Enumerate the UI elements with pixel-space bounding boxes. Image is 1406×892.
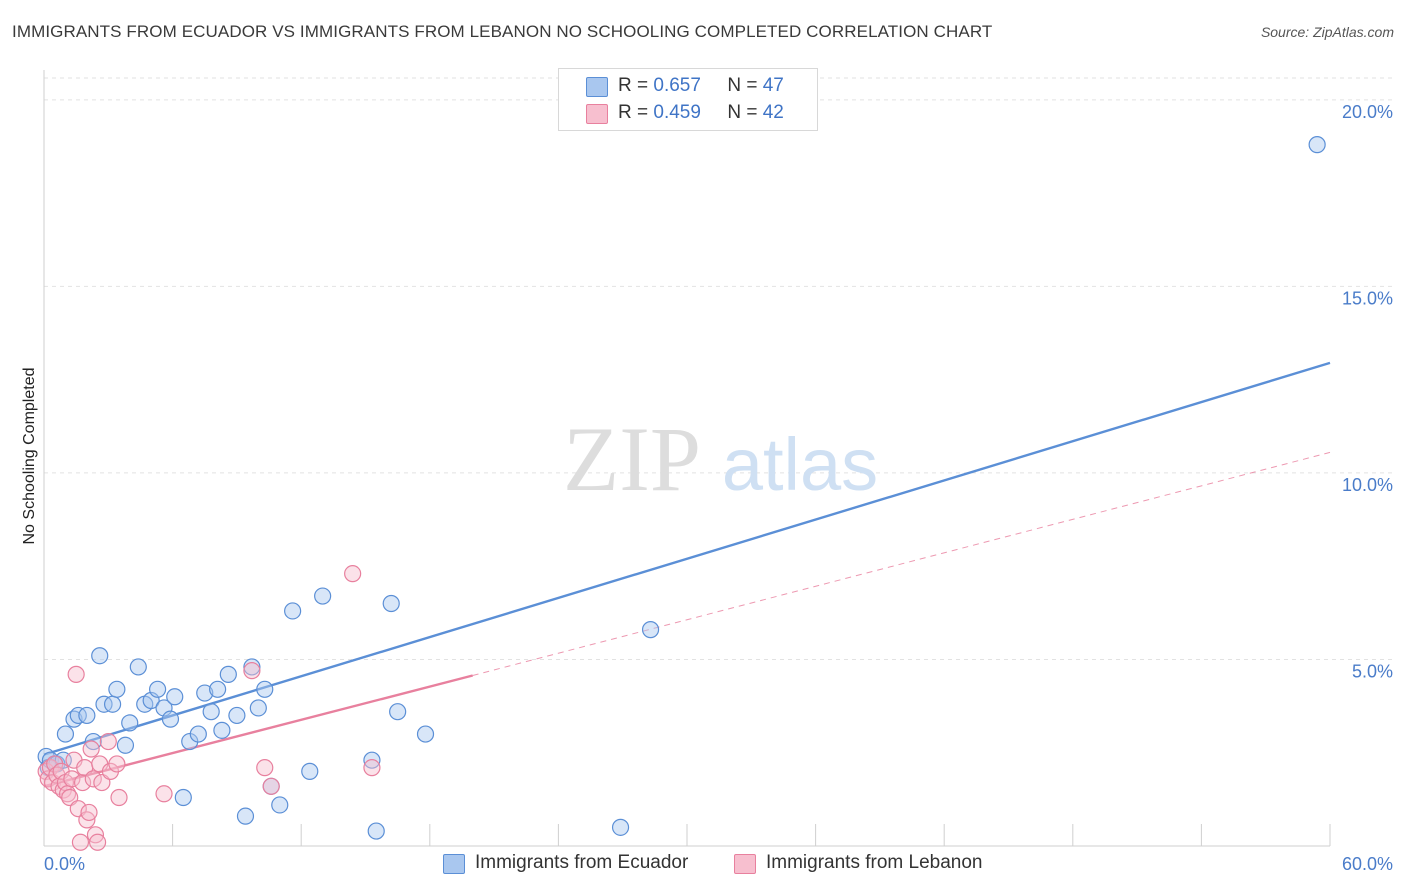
y-tick-label: 15.0%	[1342, 288, 1393, 308]
point-ecuador	[301, 762, 319, 780]
point-lebanon	[88, 833, 107, 851]
point-ecuador	[91, 647, 109, 665]
trendline-lebanon	[43, 674, 473, 788]
data-points	[37, 136, 1326, 851]
legend-r-value-lebanon: 0.459	[653, 102, 701, 123]
source-label: Source: ZipAtlas.com	[1260, 24, 1394, 40]
series-label-ecuador: Immigrants from Ecuador	[475, 852, 689, 873]
legend-r-label: R =	[618, 75, 649, 96]
point-ecuador	[228, 706, 246, 725]
point-ecuador	[256, 680, 274, 698]
point-ecuador	[189, 725, 207, 743]
point-ecuador	[56, 725, 75, 743]
point-ecuador	[213, 721, 231, 739]
point-lebanon	[155, 785, 173, 803]
point-lebanon	[82, 740, 100, 758]
gridlines	[44, 77, 1392, 660]
point-ecuador	[243, 658, 261, 676]
point-lebanon	[344, 565, 362, 583]
trendlines	[43, 361, 1331, 788]
y-tick-label: 20.0%	[1342, 102, 1393, 122]
point-ecuador	[148, 680, 167, 698]
series-swatch-lebanon	[734, 854, 756, 874]
legend-swatch-ecuador	[586, 77, 608, 97]
legend-r-label: R =	[618, 102, 649, 123]
series-swatch-ecuador	[443, 854, 465, 874]
point-ecuador	[129, 658, 147, 676]
legend-n-label: N =	[727, 102, 758, 123]
x-tick-label: 60.0%	[1342, 854, 1393, 874]
point-lebanon	[84, 770, 102, 788]
point-ecuador	[641, 621, 660, 639]
point-ecuador	[314, 587, 332, 605]
legend-r-value-ecuador: 0.657	[653, 75, 701, 96]
point-ecuador	[121, 714, 139, 732]
x-tick-label: 0.0%	[44, 854, 85, 874]
series-lebanon-points	[37, 565, 381, 851]
y-tick-label: 5.0%	[1352, 661, 1393, 681]
point-ecuador	[416, 725, 435, 743]
point-lebanon	[256, 759, 274, 777]
series-label-lebanon: Immigrants from Lebanon	[766, 852, 983, 873]
point-lebanon	[63, 770, 81, 788]
trendline-lebanon	[472, 451, 1331, 676]
point-ecuador	[1308, 136, 1326, 154]
point-lebanon	[73, 773, 92, 792]
watermark-atlas: atlas	[722, 423, 878, 506]
point-lebanon	[99, 732, 117, 751]
point-ecuador	[166, 688, 184, 706]
point-ecuador	[196, 684, 214, 702]
y-tick-label: 10.0%	[1342, 475, 1393, 495]
trendline-ecuador	[43, 361, 1331, 756]
point-ecuador	[271, 796, 289, 814]
point-ecuador	[389, 703, 407, 721]
watermark-zip: ZIP	[563, 408, 701, 510]
point-lebanon	[363, 759, 381, 777]
point-ecuador	[209, 680, 227, 698]
legend-n-value-ecuador: 47	[762, 75, 784, 96]
point-ecuador	[161, 710, 180, 728]
point-ecuador	[103, 695, 122, 713]
point-ecuador	[367, 822, 385, 840]
point-ecuador	[219, 665, 237, 683]
point-ecuador	[236, 807, 255, 825]
legend-swatch-lebanon	[586, 104, 608, 124]
correlation-legend: R = 0.657 N = 47 R = 0.459 N = 42	[558, 68, 818, 131]
legend-n-label: N =	[727, 75, 758, 96]
point-lebanon	[80, 803, 98, 822]
y-axis-label: No Schooling Completed	[21, 368, 38, 545]
chart-title: IMMIGRANTS FROM ECUADOR VS IMMIGRANTS FR…	[12, 22, 993, 41]
point-lebanon	[243, 662, 261, 680]
point-ecuador	[78, 706, 96, 725]
tick-labels: 5.0% 10.0% 15.0% 20.0% 0.0% 60.0%	[44, 102, 1393, 874]
point-ecuador	[382, 594, 400, 613]
point-lebanon	[262, 777, 280, 795]
point-lebanon	[71, 833, 90, 851]
point-ecuador	[174, 788, 192, 807]
point-ecuador	[284, 602, 302, 620]
point-ecuador	[116, 736, 135, 754]
axes	[43, 70, 1331, 847]
point-ecuador	[202, 703, 220, 721]
point-ecuador	[611, 818, 630, 836]
point-lebanon	[108, 755, 126, 773]
watermark: ZIP atlas	[563, 408, 878, 510]
point-lebanon	[67, 665, 85, 683]
point-ecuador	[108, 680, 126, 698]
point-lebanon	[110, 788, 128, 807]
legend-n-value-lebanon: 42	[762, 102, 784, 123]
point-ecuador	[249, 699, 267, 717]
